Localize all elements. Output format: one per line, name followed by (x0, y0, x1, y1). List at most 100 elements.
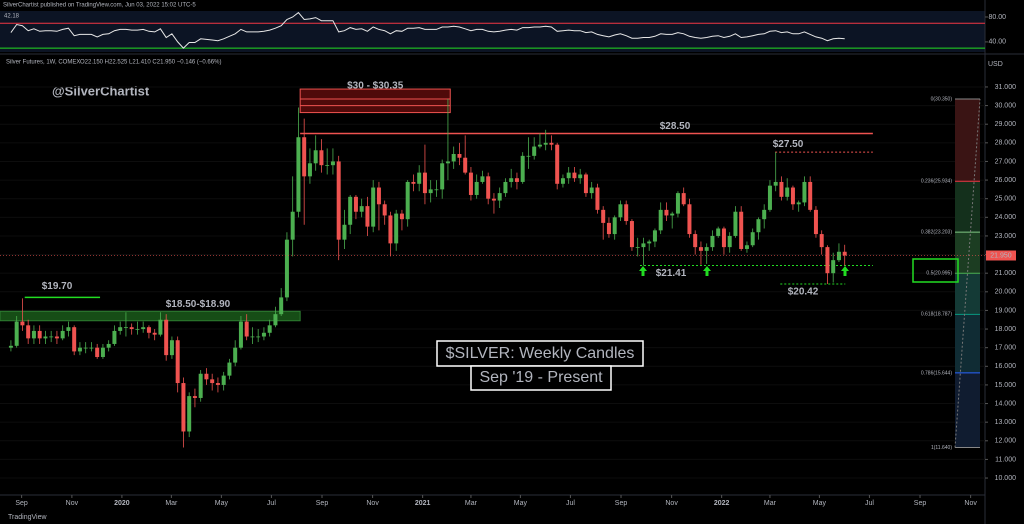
candle-body (359, 206, 364, 212)
candle-body (204, 373, 209, 380)
rsi-label: 42.18 (4, 14, 20, 20)
candle-body (284, 239, 289, 298)
fib-label: 0.618(18.787) (921, 312, 952, 318)
candle-body (842, 251, 847, 256)
candle-body (83, 347, 88, 349)
y-tick-label: 30.000 (995, 102, 1017, 109)
candle-body (388, 215, 393, 244)
y-tick-label: 31.000 (995, 84, 1017, 91)
y-tick-label: 23.000 (995, 233, 1017, 240)
candle-body (652, 230, 657, 242)
candle-body (187, 396, 192, 432)
zone-label: $18.50-$18.90 (166, 299, 231, 310)
candle-body (474, 181, 479, 195)
y-tick-label: 18.000 (995, 326, 1017, 333)
fib-band (955, 372, 980, 448)
resistance-zone (299, 88, 451, 114)
candle-body (526, 155, 531, 157)
y-tick-label: 17.000 (995, 345, 1017, 352)
candle-body (468, 172, 473, 195)
candle-body (290, 211, 295, 240)
candle-body (681, 193, 686, 205)
candle-body (336, 161, 341, 240)
y-tick-label: 10.000 (995, 475, 1017, 482)
x-tick-label: Mar (465, 500, 478, 507)
y-tick-label: 14.000 (995, 400, 1017, 407)
candle-body (181, 383, 186, 432)
candle-body (647, 241, 652, 244)
candle-body (371, 187, 376, 227)
y-tick-label: 20.000 (995, 289, 1017, 296)
candle-body (141, 327, 146, 330)
x-tick-label: 2020 (114, 500, 130, 507)
candle-body (549, 142, 554, 145)
y-tick-label: 29.000 (995, 121, 1017, 128)
candle-body (451, 153, 456, 162)
subtitle-box (470, 365, 612, 391)
candle-body (767, 185, 772, 210)
candle-body (836, 251, 841, 261)
candle-body (267, 325, 272, 333)
candle-body (802, 181, 807, 203)
candle-body (8, 345, 13, 348)
candle-body (169, 340, 174, 356)
candle-body (825, 247, 830, 274)
candle-body (382, 204, 387, 216)
candle-body (158, 319, 163, 335)
candle-body (693, 234, 698, 248)
candle-body (60, 330, 65, 339)
candle-body (256, 336, 261, 338)
candle-body (779, 181, 784, 197)
support-line-label: $19.70 (42, 281, 73, 292)
candle-body (434, 189, 439, 191)
x-tick-label: May (514, 500, 528, 507)
candle-body (808, 181, 813, 210)
candle-body (49, 336, 54, 338)
x-tick-label: Sep (914, 500, 927, 507)
candle-body (750, 232, 755, 246)
footer-logo: TradingView (8, 514, 47, 521)
candle-body (727, 235, 732, 248)
candle-body (583, 174, 588, 194)
candle-body (14, 321, 19, 346)
candle-body (687, 204, 692, 235)
resistance-line-label: $27.50 (773, 139, 804, 150)
candle-body (509, 178, 514, 182)
candle-body (520, 155, 525, 182)
candle-body (307, 163, 312, 177)
candle-body (819, 234, 824, 248)
candle-body (428, 189, 433, 194)
candle-body (572, 172, 577, 179)
candle-body (716, 228, 721, 236)
x-tick-label: Sep (615, 500, 628, 507)
candle-body (250, 336, 255, 338)
candle-body (422, 172, 427, 194)
candle-body (164, 319, 169, 356)
y-tick-label: 15.000 (995, 382, 1017, 389)
ohlc-info: O22.150 H22.525 L21.410 C21.950 −0.146 (… (80, 60, 221, 66)
rsi-line (10, 11, 845, 49)
support-arrow (639, 266, 647, 276)
y-tick-label: 16.000 (995, 363, 1017, 370)
candle-body (831, 260, 836, 274)
candle-body (675, 193, 680, 214)
candle-body (629, 221, 634, 248)
fib-label: 0.786(15.644) (921, 370, 952, 376)
rsi-tick-label: 40.00 (988, 39, 1006, 46)
candle-body (192, 396, 197, 398)
last-price-label: 21.950 (990, 252, 1012, 259)
y-tick-label: 24.000 (995, 214, 1017, 221)
candle-body (273, 314, 278, 326)
candle-body (319, 150, 324, 166)
candle-body (612, 217, 617, 235)
x-tick-label: Sep (316, 500, 329, 507)
y-tick-label: 25.000 (995, 196, 1017, 203)
candle-body (773, 181, 778, 186)
candle-body (606, 222, 611, 235)
candle-body (739, 211, 744, 249)
candle-body (72, 327, 77, 352)
candle-body (394, 213, 399, 244)
candle-body (89, 347, 94, 349)
candle-body (762, 209, 767, 220)
candle-body (31, 330, 36, 339)
